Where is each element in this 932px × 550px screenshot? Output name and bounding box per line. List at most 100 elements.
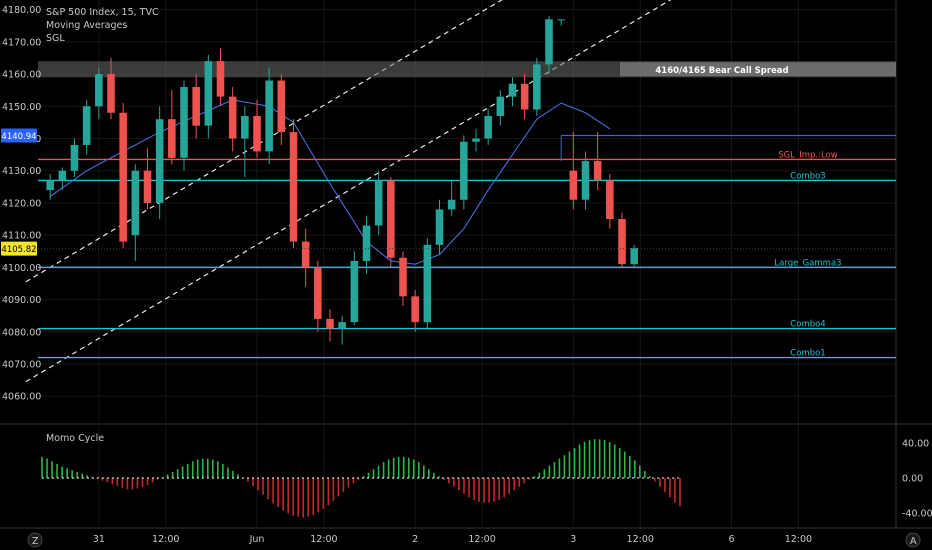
legend-symbol: S&P 500 Index, 15, TVC <box>46 7 159 18</box>
level-label-Combo1: Combo1 <box>790 349 825 359</box>
candle-body <box>314 267 322 319</box>
candle-body <box>447 199 456 210</box>
candle-body <box>399 257 407 297</box>
time-tick-label: 12:00 <box>152 534 179 545</box>
candle-body <box>253 115 261 152</box>
price-tick-label: 4150.00 <box>2 102 41 113</box>
candle-body <box>374 180 383 226</box>
candle-body <box>265 80 273 152</box>
price-badges: 4140.94 4105.82 <box>1 128 896 256</box>
level-label-SGL_Imp_Low: SGL_Imp.:Low <box>778 150 838 160</box>
candle-body <box>216 61 225 97</box>
price-tick-label: 4110.00 <box>2 231 41 242</box>
level-label-Combo4: Combo4 <box>790 320 825 330</box>
candle-body <box>58 170 67 181</box>
zone-label-bg <box>620 62 896 77</box>
zoom-label: Z <box>32 536 39 547</box>
candle-body <box>423 244 432 323</box>
candle-body <box>606 180 614 220</box>
time-tick-label: 31 <box>93 534 105 545</box>
candle-body <box>618 219 626 265</box>
time-tick-label: 12:00 <box>627 534 654 545</box>
axes: 4060.00 4070.00 4080.00 4090.00 4100.00 4110.… <box>2 5 932 545</box>
blue-level-badge-text: 4140.94 <box>1 132 36 142</box>
candle-body <box>326 318 334 329</box>
candle-body <box>593 161 602 181</box>
candle-body <box>508 83 517 97</box>
candle-body <box>472 138 480 142</box>
price-tick-label: 4180.00 <box>2 5 41 16</box>
candle-body <box>95 74 103 107</box>
zoom-button[interactable] <box>27 532 43 548</box>
candle-body <box>277 80 286 133</box>
momo-tick-label: -40.00 <box>902 509 932 520</box>
candle-body <box>545 19 553 65</box>
channel-mid <box>25 0 503 283</box>
candle-body <box>82 106 91 145</box>
moving-average-layer <box>49 99 611 265</box>
legend-moving-averages: Moving Averages <box>46 20 127 31</box>
candle-body <box>496 96 505 116</box>
candle-body <box>569 170 578 200</box>
level-zone: 4160/4165 Bear Call Spread <box>38 61 896 78</box>
candle-body <box>46 180 54 191</box>
candle-body <box>131 170 140 236</box>
candle-body <box>484 115 492 139</box>
time-tick-label: 12:00 <box>785 534 812 545</box>
price-tick-label: 4160.00 <box>2 70 41 81</box>
level-label-Combo3: Combo3 <box>790 171 825 181</box>
candle-body <box>435 209 444 245</box>
candle-body <box>192 86 200 126</box>
candle-body <box>119 112 127 242</box>
price-tick-label: 4130.00 <box>2 166 41 177</box>
candle-body <box>350 260 359 323</box>
candle-body <box>362 225 371 261</box>
momo-tick-label: 40.00 <box>902 438 929 449</box>
momo-panel <box>41 439 681 518</box>
candles <box>46 16 638 345</box>
time-tick-label: 12:00 <box>310 534 337 545</box>
candle-body <box>70 144 79 171</box>
level-label-LargeGamma3: Large_Gamma3 <box>774 258 841 268</box>
candle-body <box>581 161 590 200</box>
candle-body <box>155 119 164 203</box>
price-tick-label: 4070.00 <box>2 360 41 371</box>
price-tick-label: 4080.00 <box>2 327 41 338</box>
time-tick-label: Jun <box>249 534 265 545</box>
time-tick-label: 3 <box>570 534 576 545</box>
time-tick-label: 12:00 <box>468 534 495 545</box>
auto-scale-button[interactable] <box>905 532 921 548</box>
current-price-badge-bg <box>1 241 37 256</box>
moving-average-line <box>49 99 611 265</box>
blue-level-badge-bg <box>1 128 37 143</box>
candle-body <box>204 61 213 126</box>
legend-sgl: SGL <box>46 33 65 44</box>
candle-body <box>289 132 298 242</box>
candle-body <box>557 19 565 21</box>
candle-body <box>168 119 176 158</box>
momo-title: Momo Cycle <box>46 433 104 444</box>
candle-body <box>533 64 541 110</box>
candle-body <box>143 170 152 203</box>
price-tick-label: 4090.00 <box>2 295 41 306</box>
candle-body <box>520 83 529 110</box>
price-tick-label: 4120.00 <box>2 198 41 209</box>
time-tick-label: 6 <box>728 534 734 545</box>
zone-label: 4160/4165 Bear Call Spread <box>655 66 788 76</box>
candle-body <box>630 248 638 265</box>
momo-tick-label: 0.00 <box>902 474 923 485</box>
candle-body <box>180 86 188 158</box>
candle-body <box>411 296 419 323</box>
candle-body <box>338 322 346 329</box>
candle-body <box>228 96 237 139</box>
candle-body <box>460 141 468 200</box>
time-tick-label: 2 <box>412 534 418 545</box>
trend-channel <box>25 0 672 383</box>
candle-body <box>107 74 115 113</box>
auto-scale-label: A <box>910 536 917 547</box>
candle-body <box>301 241 310 268</box>
price-tick-label: 4100.00 <box>2 263 41 274</box>
candle-body <box>241 115 249 139</box>
price-tick-label: 4060.00 <box>2 392 41 403</box>
